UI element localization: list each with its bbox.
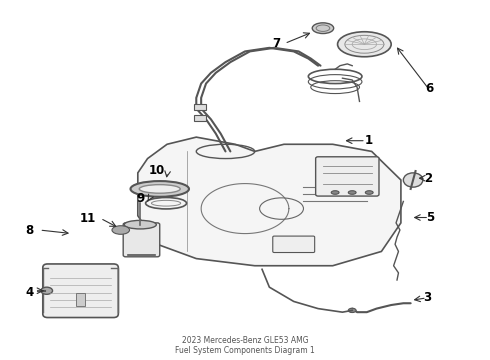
Ellipse shape	[312, 23, 334, 33]
Ellipse shape	[331, 191, 339, 194]
Text: 9: 9	[136, 193, 145, 206]
Text: 2: 2	[424, 172, 432, 185]
Bar	[76, 293, 85, 306]
FancyBboxPatch shape	[43, 264, 118, 318]
Text: 10: 10	[148, 164, 165, 177]
Text: 5: 5	[426, 211, 434, 224]
Text: 6: 6	[425, 82, 433, 95]
Ellipse shape	[348, 191, 356, 194]
Bar	[194, 104, 206, 111]
Text: 8: 8	[25, 224, 34, 237]
FancyBboxPatch shape	[123, 223, 160, 257]
FancyBboxPatch shape	[316, 157, 379, 196]
Ellipse shape	[124, 220, 156, 229]
Ellipse shape	[112, 226, 129, 234]
Text: 1: 1	[365, 134, 373, 147]
Ellipse shape	[348, 308, 356, 312]
Ellipse shape	[338, 32, 391, 57]
Bar	[194, 114, 206, 121]
Ellipse shape	[130, 181, 189, 197]
Polygon shape	[138, 137, 401, 266]
Ellipse shape	[139, 185, 180, 193]
Ellipse shape	[403, 173, 423, 187]
Text: 3: 3	[424, 291, 432, 305]
Text: 2023 Mercedes-Benz GLE53 AMG
Fuel System Components Diagram 1: 2023 Mercedes-Benz GLE53 AMG Fuel System…	[175, 336, 315, 355]
Text: 4: 4	[25, 286, 34, 299]
Ellipse shape	[366, 191, 373, 194]
Text: 7: 7	[272, 37, 281, 50]
Text: 11: 11	[80, 212, 96, 225]
FancyBboxPatch shape	[273, 236, 315, 252]
Ellipse shape	[41, 287, 52, 294]
